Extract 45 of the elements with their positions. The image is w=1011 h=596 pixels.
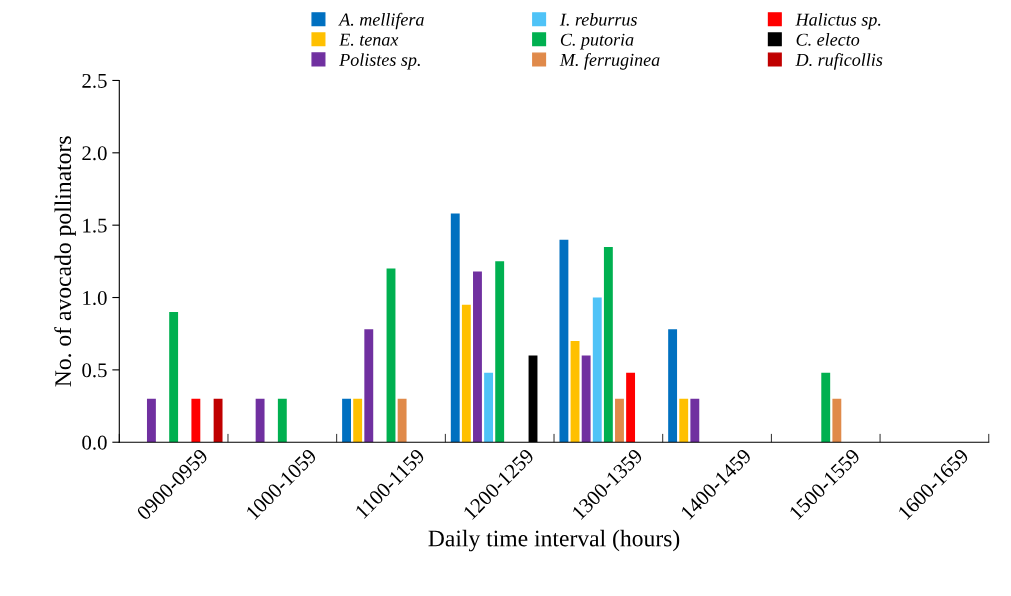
bar xyxy=(450,213,460,443)
bar xyxy=(495,261,505,443)
bar xyxy=(191,398,201,443)
bar xyxy=(821,372,831,443)
y-tick-label: 1.5 xyxy=(83,218,107,233)
bar xyxy=(581,355,591,443)
bar xyxy=(213,398,223,443)
bar xyxy=(342,398,352,443)
y-tick-label: 0.5 xyxy=(82,363,107,378)
bar xyxy=(559,239,569,443)
legend-label: Polistes sp. xyxy=(339,53,420,70)
bar xyxy=(668,329,678,443)
y-tick-label: 0.0 xyxy=(82,435,107,450)
legend-label: D. ruficollis xyxy=(795,53,883,70)
bar xyxy=(255,398,265,443)
bar xyxy=(679,398,689,443)
bar xyxy=(615,398,624,443)
x-axis-title: Daily time interval (hours) xyxy=(428,529,680,552)
legend-label: E. tenax xyxy=(339,33,399,46)
legend-label: A. mellifera xyxy=(338,12,424,30)
bar xyxy=(690,398,700,443)
legend-label: Halictus sp. xyxy=(795,12,881,30)
bar xyxy=(473,271,482,443)
bar xyxy=(626,372,636,443)
bar xyxy=(364,329,374,443)
bar xyxy=(397,398,407,443)
y-tick-label: 1.0 xyxy=(83,290,107,306)
y-tick-label: 2.0 xyxy=(82,146,107,161)
legend-label: C. electo xyxy=(796,33,860,46)
legend-label: C. putoria xyxy=(560,33,634,50)
bar xyxy=(461,304,471,443)
bar xyxy=(592,297,602,443)
bar xyxy=(353,398,363,443)
legend-label: M. ferruginea xyxy=(559,53,660,70)
legend-label: I. reburrus xyxy=(559,12,637,26)
bar xyxy=(484,372,494,443)
y-axis-title: No. of avocado pollinators xyxy=(54,136,76,387)
bar xyxy=(570,340,580,443)
bar xyxy=(603,246,613,443)
bar xyxy=(169,311,179,443)
bar xyxy=(146,398,156,443)
y-tick-label: 2.5 xyxy=(82,73,107,88)
bar xyxy=(832,398,842,443)
bar xyxy=(386,268,396,443)
bar xyxy=(277,398,287,443)
